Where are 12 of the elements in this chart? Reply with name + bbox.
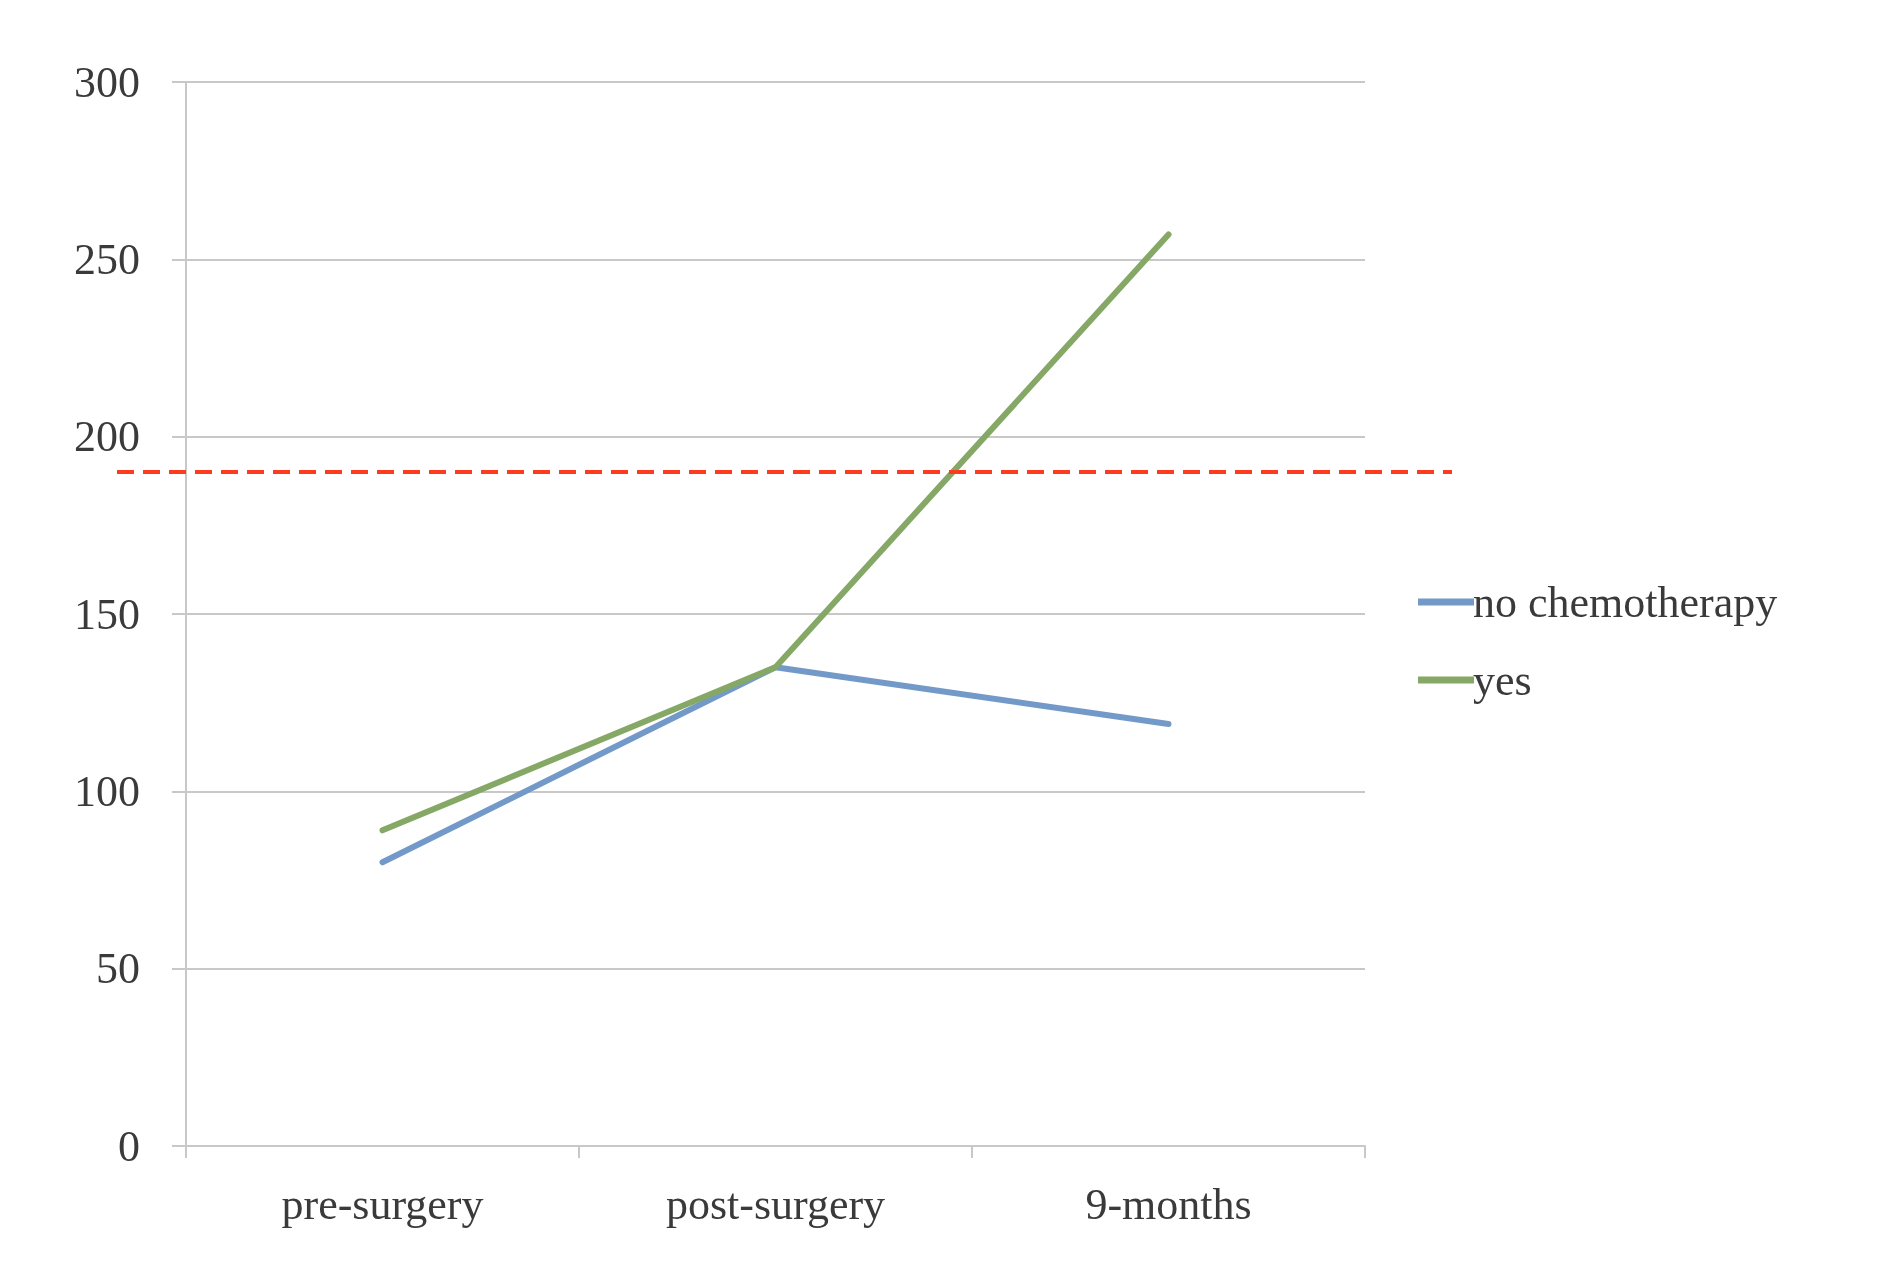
x-tick-label: 9-months [1085,1179,1252,1229]
x-tick-label: pre-surgery [281,1179,484,1229]
y-tick-label: 200 [74,412,140,462]
y-tick-label: 300 [74,57,140,107]
y-tick-label: 100 [74,766,140,816]
legend-label: no chemotherapy [1473,577,1778,627]
x-tick-label: post-surgery [665,1179,886,1229]
y-tick-label: 0 [118,1121,140,1171]
y-tick-label: 150 [74,589,140,639]
y-tick-label: 50 [96,944,140,994]
legend-label: yes [1473,655,1532,705]
y-tick-label: 250 [74,234,140,284]
